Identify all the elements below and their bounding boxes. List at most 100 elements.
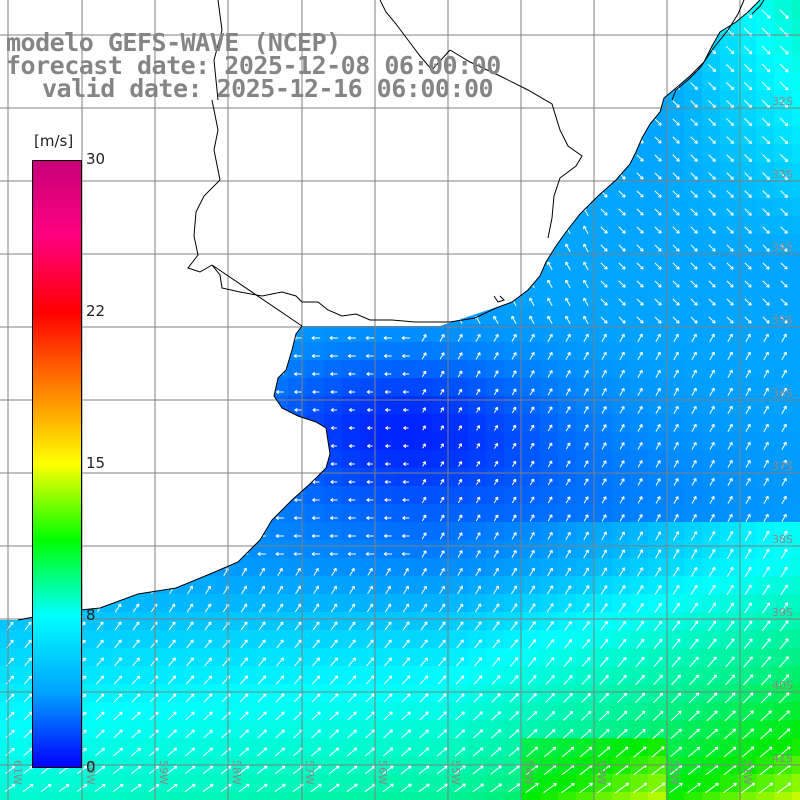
wind-speed-cell (504, 198, 523, 217)
wind-speed-cell (180, 0, 199, 19)
wind-speed-cell (774, 774, 793, 793)
wind-arrow (494, 424, 499, 431)
wind-arrow (493, 315, 499, 324)
wind-arrow (259, 153, 265, 163)
wind-arrow (529, 531, 535, 540)
wind-arrow (709, 423, 715, 432)
wind-speed-cell (576, 90, 595, 109)
wind-speed-cell (198, 522, 217, 541)
wind-arrow (205, 225, 211, 235)
wind-arrow (457, 171, 463, 181)
wind-speed-cell (306, 198, 325, 217)
wind-arrow (527, 675, 537, 685)
wind-arrow (637, 369, 643, 378)
wind-speed-cell (378, 0, 397, 19)
wind-speed-cell (126, 360, 145, 379)
wind-arrow (366, 407, 373, 413)
longitude-label: 57W (303, 760, 316, 785)
wind-speed-cell (450, 666, 469, 685)
wind-speed-cell (162, 792, 181, 800)
wind-arrow (149, 443, 159, 449)
wind-speed-cell (414, 144, 433, 163)
wind-arrow (744, 280, 752, 288)
wind-arrow (493, 550, 499, 558)
wind-arrow (583, 135, 589, 145)
wind-speed-cell (432, 342, 451, 361)
wind-arrow (781, 369, 787, 379)
wind-arrow (203, 711, 213, 721)
wind-speed-cell (0, 576, 19, 595)
wind-speed-cell (342, 540, 361, 559)
wind-speed-cell (792, 378, 800, 397)
wind-arrow (780, 548, 788, 560)
wind-arrow (383, 729, 393, 739)
wind-arrow (349, 135, 355, 145)
wind-speed-cell (630, 450, 649, 469)
wind-arrow (422, 407, 426, 413)
wind-arrow (310, 783, 322, 793)
wind-arrow (367, 153, 373, 163)
wind-arrow (259, 243, 265, 253)
wind-speed-cell (522, 180, 541, 199)
wind-speed-cell (450, 324, 469, 343)
wind-speed-cell (126, 108, 145, 127)
wind-speed-cell (648, 774, 667, 793)
wind-arrow (511, 370, 517, 378)
wind-arrow (385, 153, 391, 163)
wind-arrow (761, 638, 771, 650)
wind-arrow (313, 135, 319, 145)
wind-speed-cell (450, 486, 469, 505)
wind-speed-cell (540, 36, 559, 55)
wind-speed-cell (342, 198, 361, 217)
wind-speed-cell (792, 144, 800, 163)
wind-speed-cell (288, 216, 307, 235)
wind-arrow (259, 135, 265, 145)
wind-arrow (672, 46, 680, 54)
wind-speed-cell (126, 234, 145, 253)
wind-arrow (475, 297, 481, 307)
wind-arrow (277, 261, 283, 271)
wind-speed-cell (180, 774, 199, 793)
wind-speed-cell (468, 198, 487, 217)
wind-speed-cell (792, 594, 800, 613)
wind-arrow (439, 370, 445, 378)
wind-arrow (169, 117, 175, 127)
wind-arrow (203, 515, 213, 521)
wind-speed-cell (234, 432, 253, 451)
wind-arrow (329, 353, 338, 359)
wind-speed-cell (558, 522, 577, 541)
wind-arrow (636, 100, 644, 108)
wind-speed-cell (324, 612, 343, 631)
wind-speed-cell (234, 126, 253, 145)
wind-arrow (762, 190, 770, 198)
wind-speed-cell (144, 486, 163, 505)
wind-speed-cell (522, 432, 541, 451)
wind-arrow (331, 9, 337, 19)
wind-speed-cell (54, 0, 73, 19)
colorbar-tick-8: 8 (86, 606, 96, 624)
wind-speed-cell (720, 270, 739, 289)
wind-speed-cell (666, 216, 685, 235)
wind-arrow (724, 728, 737, 740)
wind-arrow (293, 353, 303, 359)
wind-speed-cell (468, 126, 487, 145)
wind-arrow (149, 335, 159, 341)
wind-speed-cell (144, 198, 163, 217)
wind-speed-cell (252, 648, 271, 667)
wind-speed-cell (108, 306, 127, 325)
wind-arrow (636, 190, 644, 198)
wind-arrow (421, 297, 427, 307)
wind-speed-cell (252, 432, 271, 451)
wind-speed-cell (72, 126, 91, 145)
wind-arrow (691, 459, 697, 468)
wind-speed-cell (288, 504, 307, 523)
wind-arrow (636, 172, 644, 180)
wind-arrow (274, 765, 286, 775)
wind-arrow (724, 692, 736, 704)
wind-arrow (400, 765, 412, 775)
wind-speed-cell (468, 306, 487, 325)
wind-speed-cell (522, 234, 541, 253)
wind-speed-cell (630, 198, 649, 217)
wind-arrow (636, 82, 644, 90)
wind-arrow (349, 297, 355, 307)
